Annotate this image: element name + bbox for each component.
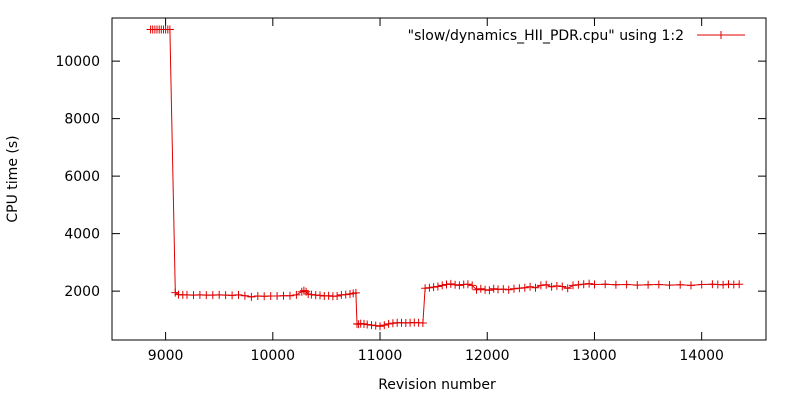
data-point-marker <box>472 285 481 294</box>
data-point-marker <box>316 291 324 300</box>
legend-label: "slow/dynamics_HII_PDR.cpu" using 1:2 <box>408 28 684 44</box>
y-tick-label: 6000 <box>64 169 100 185</box>
data-point-marker <box>286 291 294 300</box>
data-point-marker <box>719 280 728 289</box>
data-point-marker <box>542 280 551 289</box>
x-tick-label: 14000 <box>679 348 724 364</box>
data-point-marker <box>360 319 368 328</box>
x-tick-label: 10000 <box>251 348 296 364</box>
data-point-marker <box>304 290 313 298</box>
data-point-marker <box>446 279 455 288</box>
data-point-marker <box>171 288 180 297</box>
data-point-marker <box>363 320 372 329</box>
data-point-marker <box>476 284 485 293</box>
data-point-marker <box>563 284 572 293</box>
data-point-marker <box>463 280 472 289</box>
data-point-marker <box>526 282 535 291</box>
x-axis-label: Revision number <box>378 377 496 393</box>
data-point-marker <box>697 280 706 289</box>
data-point-marker <box>644 280 653 289</box>
data-point-marker <box>735 280 744 289</box>
data-point-marker <box>165 25 174 34</box>
data-point-marker <box>234 290 243 299</box>
data-point-marker <box>485 286 494 295</box>
data-point-marker <box>622 280 631 289</box>
data-point-marker <box>552 281 561 290</box>
data-point-marker <box>489 284 498 293</box>
data-point-marker <box>433 282 442 291</box>
data-point-marker <box>499 285 508 294</box>
data-point-marker <box>481 285 490 294</box>
x-tick-label: 12000 <box>465 348 510 364</box>
data-point-marker <box>451 280 460 289</box>
data-point-marker <box>425 283 434 292</box>
data-point-marker <box>384 319 393 328</box>
y-tick-label: 10000 <box>55 54 100 70</box>
data-point-marker <box>676 280 685 289</box>
data-point-marker <box>247 292 256 301</box>
data-point-marker <box>442 280 451 289</box>
data-point-marker <box>455 281 464 290</box>
data-point-marker <box>601 280 610 289</box>
x-tick-label: 11000 <box>358 348 403 364</box>
y-axis-ticks: 2000 4000 6000 8000 10000 <box>55 54 766 300</box>
x-axis-ticks: 9000 10000 11000 12000 13000 14000 <box>148 18 724 364</box>
y-tick-label: 4000 <box>64 227 100 243</box>
data-point-marker <box>520 283 529 292</box>
data-point-marker <box>346 290 354 298</box>
series-layer <box>146 25 744 331</box>
data-point-marker <box>579 280 588 289</box>
data-point-marker <box>633 281 642 290</box>
data-point-marker <box>536 281 545 290</box>
data-point-marker <box>574 280 583 289</box>
data-point-marker <box>240 291 249 300</box>
x-tick-label: 9000 <box>148 348 184 364</box>
data-point-marker <box>569 281 577 290</box>
y-tick-label: 8000 <box>64 112 100 128</box>
data-point-marker <box>292 290 301 299</box>
data-point-marker <box>531 283 540 292</box>
data-point-marker <box>324 291 333 300</box>
data-point-marker <box>429 283 438 292</box>
x-tick-label: 13000 <box>572 348 617 364</box>
data-point-marker <box>341 290 350 299</box>
data-point-marker <box>376 322 384 331</box>
data-point-marker <box>380 321 389 330</box>
data-point-marker <box>585 279 594 288</box>
plot-frame <box>111 17 767 341</box>
data-point-marker <box>558 282 567 291</box>
data-point-marker <box>299 286 308 295</box>
data-point-marker <box>611 280 620 289</box>
data-point-marker <box>590 280 599 289</box>
data-point-marker <box>421 284 430 293</box>
legend: "slow/dynamics_HII_PDR.cpu" using 1:2 <box>408 28 745 44</box>
data-point-marker <box>547 282 556 291</box>
data-point-marker <box>687 281 695 290</box>
data-point-marker <box>351 288 360 297</box>
data-point-marker <box>665 281 674 290</box>
data-point-marker <box>468 281 477 290</box>
data-point-marker <box>504 285 513 294</box>
data-point-marker <box>333 292 342 300</box>
data-point-marker <box>418 319 427 327</box>
data-point-marker <box>654 280 663 289</box>
data-point-marker <box>438 281 447 290</box>
legend-marker <box>717 31 725 39</box>
data-point-marker <box>371 321 380 330</box>
y-tick-label: 2000 <box>64 284 100 300</box>
series-line <box>150 29 740 327</box>
data-point-marker <box>515 284 524 293</box>
y-axis-label: CPU time (s) <box>5 135 21 222</box>
